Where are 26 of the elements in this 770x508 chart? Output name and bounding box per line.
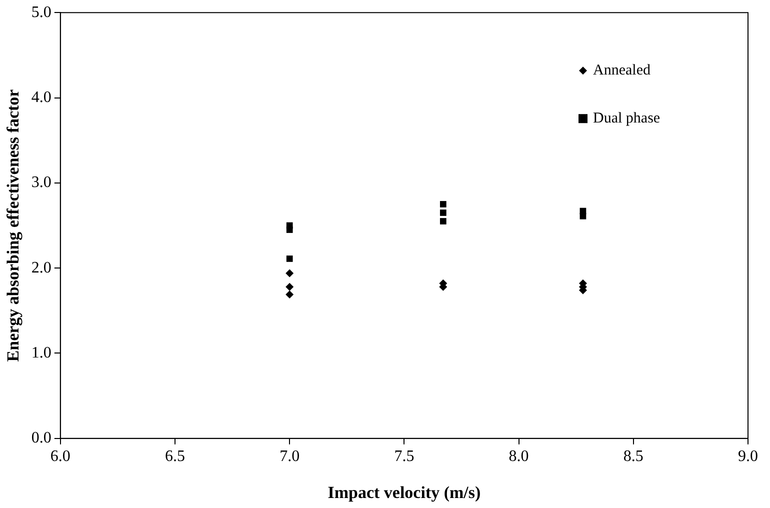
point [286, 282, 294, 291]
point [440, 218, 446, 224]
point [286, 269, 294, 278]
x-tick-label: 6.5 [165, 448, 185, 466]
point [580, 212, 586, 220]
y-tick-label: 2.0 [31, 259, 52, 276]
point [286, 256, 293, 262]
point [440, 210, 446, 216]
legend-label: Dual phase [593, 110, 660, 127]
y-tick-label: 4.0 [31, 88, 52, 106]
x-tick-label: 7.0 [280, 448, 300, 466]
y-tick-label: 0.0 [31, 430, 52, 447]
x-tick-label: 8.5 [623, 448, 644, 466]
point [440, 201, 446, 208]
x-tick-label: 6.0 [50, 448, 70, 466]
y-tick-label: 1.0 [31, 344, 52, 362]
x-tick-label: 9.0 [738, 448, 758, 466]
legend-label: Annealed [593, 62, 651, 79]
point [286, 226, 293, 233]
y-axis-title: Energy absorbing effectiveness factor [4, 88, 23, 362]
x-tick-label: 7.5 [394, 448, 414, 466]
y-tick-label: 5.0 [31, 4, 52, 21]
point [286, 290, 294, 298]
x-tick-label: 8.0 [508, 448, 529, 466]
x-axis-title: Impact velocity (m/s) [328, 483, 481, 502]
y-tick-label: 3.0 [31, 174, 52, 192]
